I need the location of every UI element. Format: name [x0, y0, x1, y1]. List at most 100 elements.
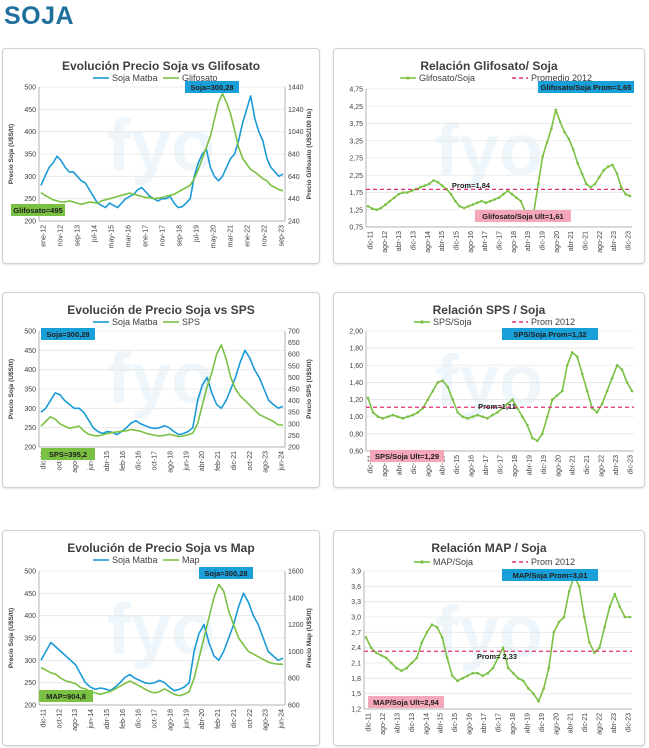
series-point — [430, 623, 434, 626]
chart-panel-soja-map: fyo Evolución de Precio Soja vs Map 200 250… — [2, 530, 320, 746]
y-tick-label: 3,25 — [349, 138, 363, 145]
legend-label: SPS — [182, 317, 200, 327]
x-tick-label: abr-13 — [396, 231, 403, 251]
x-tick-label: ago-18 — [167, 709, 174, 731]
series-point — [456, 679, 459, 683]
annotation-box — [538, 81, 634, 93]
x-tick-label: oct-22 — [247, 709, 254, 729]
legend-label: Soja Matba — [112, 73, 158, 83]
series-point — [546, 415, 549, 418]
series-line-primary — [40, 349, 284, 436]
series-point — [415, 656, 419, 660]
y-tick-label: 3,9 — [351, 569, 361, 576]
series-point — [451, 398, 454, 401]
chart-panel-relacion-sps-soja: fyo Relación SPS / Soja 0,60 0,80 1,00 1,20 1,… — [333, 292, 645, 488]
series-point — [541, 432, 544, 436]
legend-label: Map — [182, 555, 200, 565]
series-point — [471, 415, 474, 418]
series-point — [395, 666, 398, 670]
y-tick-label: 1,2 — [351, 707, 361, 714]
annotation-label: Prom=1,84 — [452, 181, 491, 190]
series-point — [519, 199, 523, 203]
watermark-text: fyo — [107, 590, 215, 670]
x-tick-label: abr-20 — [199, 451, 206, 471]
y-tick-label: 500 — [24, 569, 36, 576]
y-tick-label: 450 — [24, 107, 36, 114]
series-point — [497, 196, 501, 199]
series-point — [388, 199, 392, 203]
legend-label: Prom 2012 — [531, 557, 575, 567]
series-point — [537, 700, 540, 703]
series-point — [467, 205, 470, 208]
x-tick-label: ago-20 — [554, 231, 561, 253]
annotation-label: Glifosato/Soja Prom=1,65 — [541, 83, 632, 92]
series-point — [624, 192, 627, 196]
x-tick-label: oct-12 — [56, 709, 63, 729]
x-tick-label: dic-19 — [539, 713, 546, 732]
y2-tick-label: 1200 — [288, 622, 304, 629]
y-tick-label: 4,25 — [349, 104, 363, 111]
x-tick-label: ago-18 — [512, 455, 519, 477]
y2-tick-label: 300 — [288, 421, 300, 428]
y2-tick-label: 250 — [288, 433, 300, 440]
annotation-label: SPS/Soja Ult=1,29 — [375, 452, 439, 461]
x-tick-label: dic-13 — [409, 713, 416, 732]
x-tick-label: abr-23 — [611, 713, 618, 733]
y2-tick-label: 600 — [288, 352, 300, 359]
y-tick-label: 250 — [24, 196, 36, 203]
x-tick-label: abr-15 — [439, 231, 446, 251]
series-point — [411, 413, 415, 417]
series-point — [456, 411, 459, 414]
x-tick-label: abr-15 — [438, 713, 445, 733]
series-point — [532, 692, 535, 695]
series-point — [628, 615, 632, 619]
y2-tick-label: 350 — [288, 410, 300, 417]
chart-title: Evolución Precio Soja vs Glifosato — [62, 59, 260, 73]
series-point — [541, 155, 544, 158]
series-point — [390, 661, 393, 665]
series-point — [598, 646, 601, 649]
series-point — [440, 184, 444, 187]
y-tick-label: 250 — [24, 425, 36, 432]
series-point — [556, 394, 559, 397]
series-point — [563, 130, 566, 134]
y2-tick-label: 640 — [288, 174, 300, 181]
series-point — [611, 163, 614, 167]
x-tick-label: abr-15 — [104, 709, 111, 729]
series-point — [511, 671, 515, 675]
series-point — [589, 186, 592, 189]
series-point — [547, 666, 551, 670]
y-tick-label: 4,75 — [349, 87, 363, 94]
series-point — [575, 355, 579, 358]
series-point — [385, 656, 388, 660]
x-tick-label: ago-14 — [423, 713, 430, 735]
y-tick-label: 2,75 — [349, 156, 363, 163]
legend-label: Soja Matba — [112, 317, 158, 327]
series-point — [401, 417, 405, 420]
x-tick-label: dic-23 — [626, 713, 633, 732]
y-tick-label: 2,4 — [351, 645, 361, 652]
annotation-box — [370, 450, 444, 462]
series-point — [419, 186, 422, 189]
series-point — [432, 179, 435, 182]
series-point — [440, 636, 444, 639]
series-point — [630, 389, 634, 393]
series-point — [536, 439, 539, 442]
series-point — [449, 192, 453, 196]
chart-soja-map: fyo Evolución de Precio Soja vs Map 200 250… — [8, 541, 313, 731]
chart-panel-relacion-glifosato-soja: fyo Relación Glifosato/ Soja 0,75 1,25 1,75 2… — [333, 48, 645, 264]
series-point — [600, 402, 604, 406]
y2-axis-title: Precio Glifosato (U$S/100 lts) — [306, 109, 313, 200]
x-tick-label: dic-11 — [368, 455, 375, 474]
series-point — [608, 605, 611, 609]
series-point — [506, 666, 510, 670]
series-point — [558, 120, 562, 124]
y2-tick-label: 240 — [288, 219, 300, 226]
x-tick-label: oct-12 — [56, 451, 63, 471]
y-tick-label: 2,25 — [349, 173, 363, 180]
series-point — [445, 656, 449, 660]
series-point — [510, 192, 514, 196]
series-line-secondary — [40, 344, 283, 438]
series-point — [583, 615, 586, 619]
